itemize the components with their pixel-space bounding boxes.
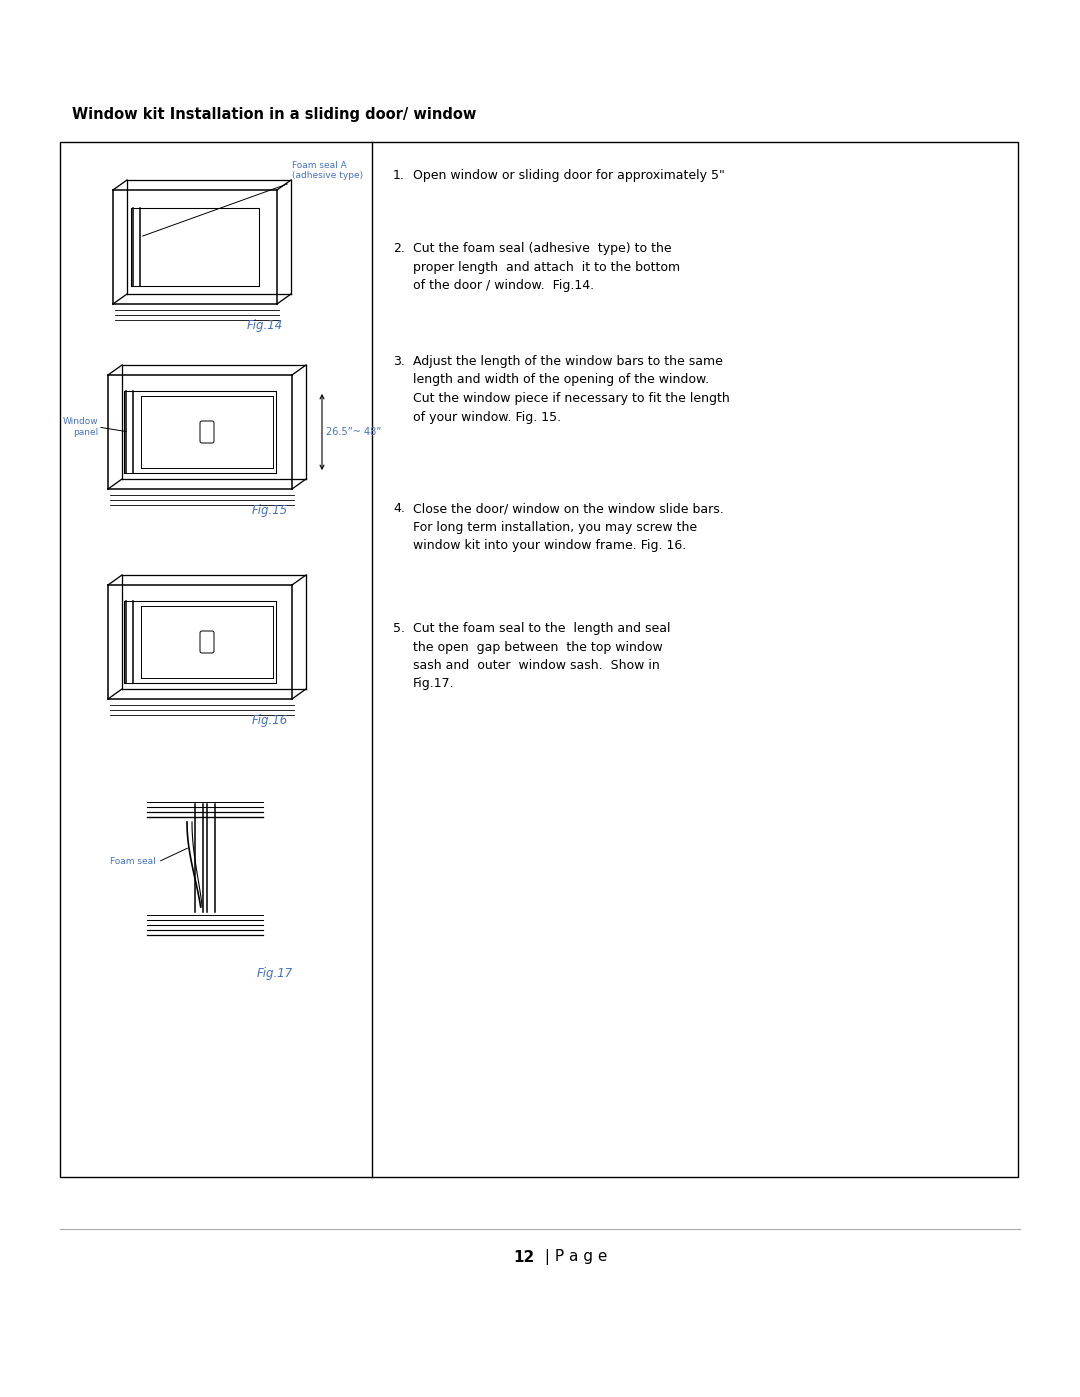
Text: Window kit Installation in a sliding door/ window: Window kit Installation in a sliding doo… [72, 108, 476, 122]
Text: Fig.16: Fig.16 [252, 714, 288, 726]
Text: Foam seal: Foam seal [110, 858, 156, 866]
Text: 4.: 4. [393, 502, 405, 515]
Text: Cut the foam seal (adhesive  type) to the
proper length  and attach  it to the b: Cut the foam seal (adhesive type) to the… [413, 242, 680, 292]
FancyBboxPatch shape [200, 420, 214, 443]
Text: | P a g e: | P a g e [540, 1249, 607, 1266]
Text: Window
panel: Window panel [63, 418, 98, 437]
Text: 2.: 2. [393, 242, 405, 256]
Text: 26.5”~ 48”: 26.5”~ 48” [326, 427, 381, 437]
Text: Fig.17: Fig.17 [257, 967, 293, 981]
Text: 5.: 5. [393, 622, 405, 636]
Text: Open window or sliding door for approximately 5": Open window or sliding door for approxim… [413, 169, 725, 182]
Text: Cut the foam seal to the  length and seal
the open  gap between  the top window
: Cut the foam seal to the length and seal… [413, 622, 671, 690]
Text: Fig.15: Fig.15 [252, 504, 288, 517]
Text: Foam seal A
(adhesive type): Foam seal A (adhesive type) [292, 161, 363, 180]
Text: Close the door/ window on the window slide bars.
For long term installation, you: Close the door/ window on the window sli… [413, 502, 724, 552]
Text: 12: 12 [514, 1249, 535, 1264]
Text: 1.: 1. [393, 169, 405, 182]
Text: Adjust the length of the window bars to the same
length and width of the opening: Adjust the length of the window bars to … [413, 355, 730, 423]
Text: Fig.14: Fig.14 [247, 319, 283, 332]
Bar [60, 142, 1018, 1178]
FancyBboxPatch shape [200, 631, 214, 652]
Text: 3.: 3. [393, 355, 405, 367]
